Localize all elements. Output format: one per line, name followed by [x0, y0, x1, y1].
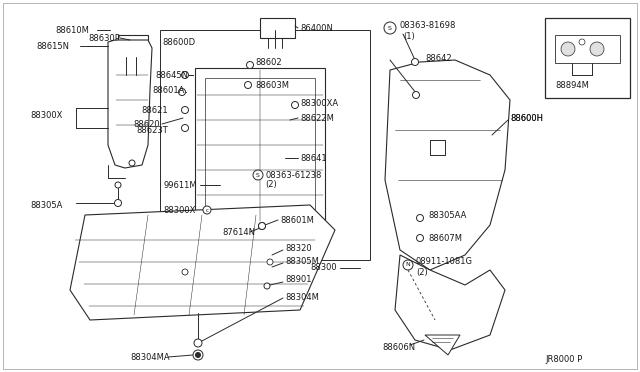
Text: S: S — [256, 173, 260, 177]
Text: 88894M: 88894M — [555, 80, 589, 90]
Circle shape — [182, 71, 189, 78]
Circle shape — [412, 58, 419, 65]
Polygon shape — [425, 335, 460, 355]
Text: 88601M: 88601M — [280, 215, 314, 224]
Text: 88620: 88620 — [133, 119, 160, 128]
Bar — [195, 68, 325, 223]
Text: 88601A: 88601A — [152, 86, 184, 94]
Bar — [260, 18, 295, 38]
Text: 88606N: 88606N — [382, 343, 415, 353]
Text: 88615N: 88615N — [36, 42, 69, 51]
Text: 86400N: 86400N — [300, 23, 333, 32]
Text: 08911-1081G: 08911-1081G — [416, 257, 473, 266]
Text: 88305AA: 88305AA — [428, 211, 467, 219]
Text: 08363-61238: 08363-61238 — [265, 170, 321, 180]
Text: 88622M: 88622M — [300, 113, 334, 122]
Text: 88300: 88300 — [310, 263, 337, 273]
Text: 88300XA: 88300XA — [300, 99, 338, 108]
Circle shape — [403, 260, 413, 270]
Text: 08363-81698: 08363-81698 — [399, 20, 456, 29]
Text: 88600H: 88600H — [510, 113, 543, 122]
Text: (2): (2) — [416, 267, 428, 276]
Bar — [160, 30, 370, 260]
Circle shape — [253, 170, 263, 180]
Circle shape — [259, 222, 266, 230]
Circle shape — [590, 42, 604, 56]
Circle shape — [203, 206, 211, 214]
Text: 88602: 88602 — [255, 58, 282, 67]
Circle shape — [182, 106, 189, 113]
Circle shape — [246, 61, 253, 68]
Circle shape — [417, 215, 424, 221]
Text: 99611M: 99611M — [163, 180, 196, 189]
Text: 88641: 88641 — [300, 154, 326, 163]
Circle shape — [413, 92, 419, 99]
Bar — [205, 78, 315, 213]
Circle shape — [179, 89, 186, 96]
Circle shape — [195, 353, 200, 357]
Circle shape — [291, 102, 298, 109]
Text: 88610M: 88610M — [55, 26, 89, 35]
Text: 88623T: 88623T — [136, 125, 168, 135]
Text: 88320: 88320 — [285, 244, 312, 253]
Text: 88645N: 88645N — [155, 71, 188, 80]
Text: 88305M: 88305M — [285, 257, 319, 266]
Circle shape — [194, 339, 202, 347]
Bar — [555, 35, 620, 63]
Circle shape — [244, 81, 252, 89]
Bar — [545, 18, 630, 98]
Polygon shape — [395, 255, 505, 350]
Circle shape — [267, 259, 273, 265]
Text: 88600H: 88600H — [510, 113, 543, 122]
Bar — [118, 35, 148, 57]
Circle shape — [182, 269, 188, 275]
Text: 88630P: 88630P — [88, 33, 120, 42]
Text: 88305A: 88305A — [30, 201, 62, 209]
Text: 88621: 88621 — [141, 106, 168, 115]
Text: 88600D: 88600D — [162, 38, 195, 46]
Text: JR8000 P: JR8000 P — [545, 356, 582, 365]
Polygon shape — [70, 205, 335, 320]
Text: (2): (2) — [265, 180, 276, 189]
Circle shape — [182, 125, 189, 131]
Polygon shape — [385, 60, 510, 270]
Circle shape — [115, 182, 121, 188]
Circle shape — [384, 22, 396, 34]
Text: 88304M: 88304M — [285, 294, 319, 302]
Text: 88300X: 88300X — [30, 110, 62, 119]
Circle shape — [561, 42, 575, 56]
Text: 88607M: 88607M — [428, 234, 462, 243]
Text: 87614N: 87614N — [222, 228, 255, 237]
Circle shape — [193, 350, 203, 360]
Circle shape — [264, 283, 270, 289]
Text: 88300X: 88300X — [163, 205, 195, 215]
Text: 88901: 88901 — [285, 276, 312, 285]
Polygon shape — [108, 40, 152, 168]
Circle shape — [417, 234, 424, 241]
Circle shape — [259, 222, 266, 230]
Text: 88642: 88642 — [425, 54, 452, 62]
Circle shape — [115, 199, 122, 206]
Text: S: S — [388, 26, 392, 31]
Circle shape — [579, 39, 585, 45]
Text: 88603M: 88603M — [255, 80, 289, 90]
Text: N: N — [406, 263, 410, 267]
Circle shape — [129, 160, 135, 166]
Text: (1): (1) — [403, 32, 415, 41]
Text: 88304MA: 88304MA — [130, 353, 170, 362]
Text: c: c — [205, 208, 209, 212]
